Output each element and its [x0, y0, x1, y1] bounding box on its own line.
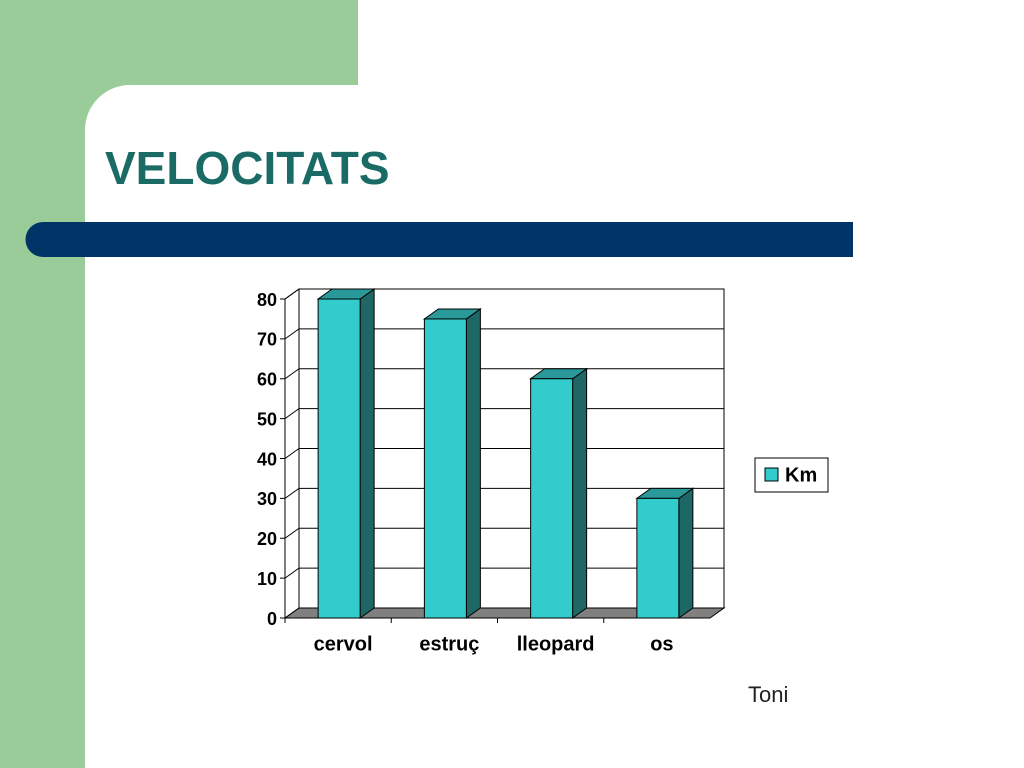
bar [636, 497, 680, 619]
grid-depth [284, 448, 300, 459]
x-tick-label: cervol [314, 633, 373, 655]
bar [423, 318, 467, 619]
grid-depth [284, 408, 300, 420]
y-tick-label: 50 [257, 409, 277, 429]
side-band [0, 0, 85, 768]
legend-swatch [764, 467, 779, 482]
grid-depth [284, 288, 300, 300]
y-tick-label: 80 [257, 290, 277, 310]
corner [85, 85, 130, 130]
bar-side [359, 288, 375, 619]
grid-depth [284, 328, 300, 340]
bar [530, 378, 574, 619]
bar-side [465, 307, 481, 619]
legend-box [754, 457, 829, 493]
y-tick-label: 10 [257, 569, 277, 589]
chart: 0 10 20 30 40 50 60 70 80 cervol estruç lleopard os K… [257, 288, 829, 655]
y-tick-label: 0 [267, 609, 277, 629]
x-tick-label: estruç [419, 633, 479, 655]
grid-depth [284, 487, 300, 499]
grid-depth [284, 527, 300, 539]
x-tick-label: os [650, 633, 673, 655]
y-tick-label: 70 [257, 330, 277, 350]
x-tick-label: lleopard [517, 633, 595, 655]
y-tick-label: 20 [257, 529, 277, 549]
bar-side [678, 487, 694, 619]
y-tick-label: 40 [257, 449, 277, 469]
grid-depth [284, 607, 300, 619]
y-tick-label: 60 [257, 370, 277, 390]
y-tick-label: 30 [257, 489, 277, 509]
author: Toni [748, 682, 788, 707]
grid-depth [284, 567, 300, 579]
title-bar [25, 222, 853, 257]
slide-title: VELOCITATS [105, 142, 390, 194]
bar [317, 298, 361, 619]
bar-side [572, 367, 588, 619]
grid-depth [284, 368, 300, 380]
top-band [0, 0, 358, 85]
legend-label: Km [785, 464, 817, 486]
